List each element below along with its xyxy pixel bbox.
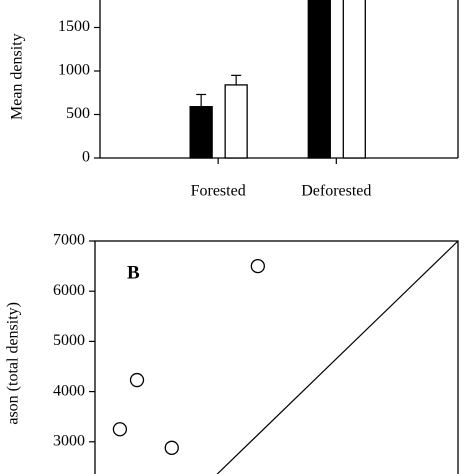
x-tick-label: Deforested xyxy=(301,183,371,200)
y-tick-label: 500 xyxy=(66,105,90,122)
bar xyxy=(307,0,331,159)
panel-label: B xyxy=(127,262,140,283)
point xyxy=(112,422,128,437)
bar xyxy=(189,106,213,159)
bar xyxy=(224,84,248,159)
y-tick-label: 5000 xyxy=(53,332,85,349)
x-tick-label: Forested xyxy=(191,183,246,200)
y-tick-label: 7000 xyxy=(53,232,85,249)
y-tick-label: 1500 xyxy=(58,18,90,35)
point xyxy=(250,258,265,274)
y-tick-label: 1000 xyxy=(58,62,90,79)
point xyxy=(164,440,179,455)
point xyxy=(129,372,145,388)
bar xyxy=(342,0,366,159)
y-tick-label: 6000 xyxy=(53,282,85,299)
plot-frame xyxy=(94,240,459,474)
y-tick-label: 0 xyxy=(82,149,90,166)
identity-line xyxy=(216,240,459,474)
y-tick-label: 3000 xyxy=(53,432,85,449)
y-tick-label: 4000 xyxy=(53,382,85,399)
y-axis-label: ason (total density) xyxy=(5,302,22,425)
y-axis-label: Mean density xyxy=(9,33,26,120)
